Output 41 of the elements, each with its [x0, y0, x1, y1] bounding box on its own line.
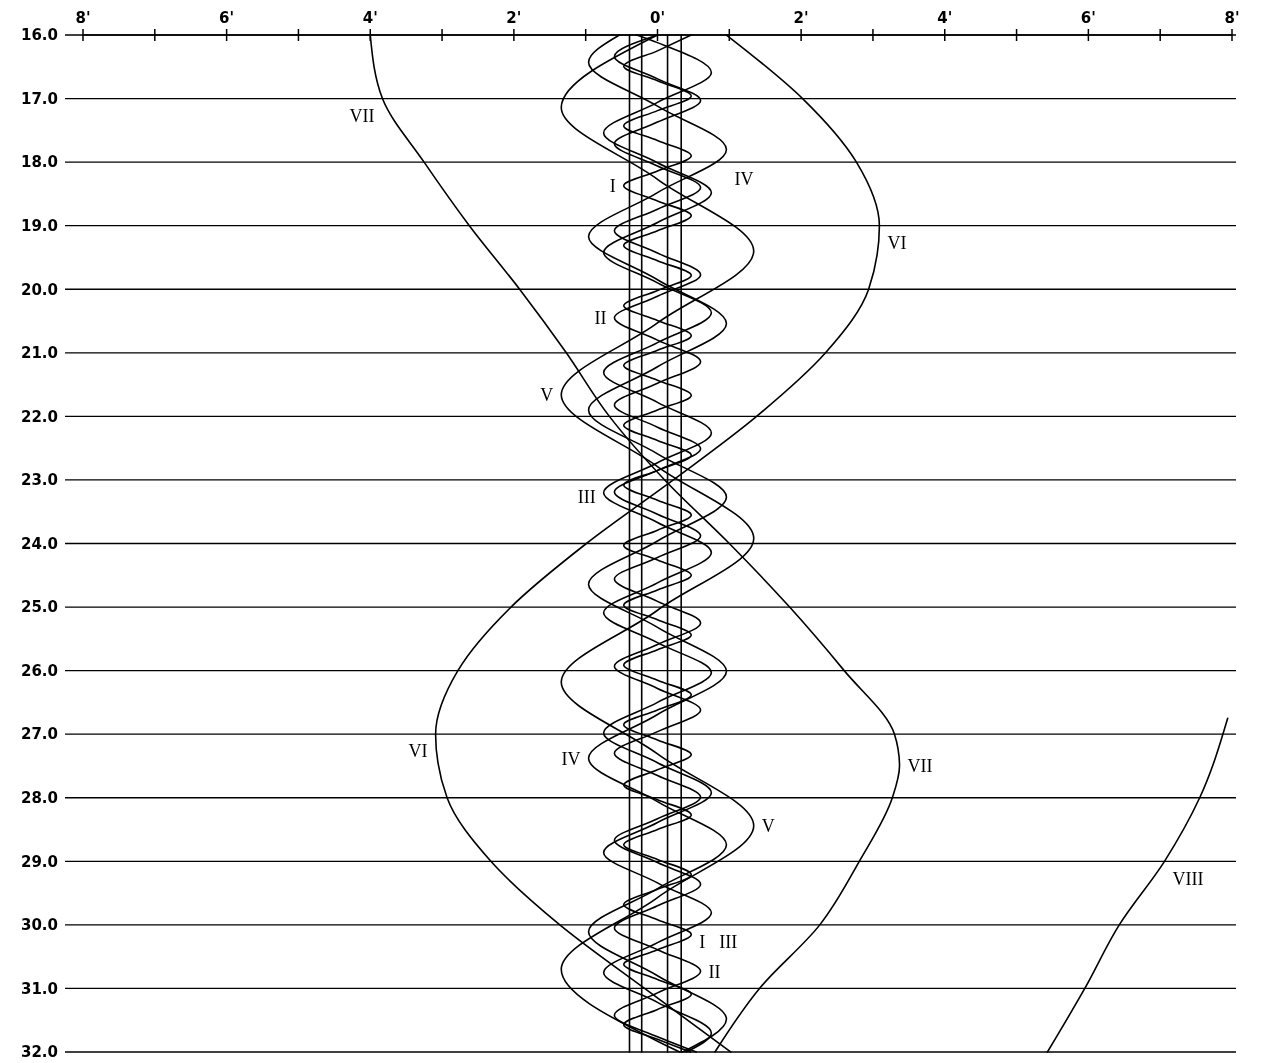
x-tick-label: 6'	[1080, 9, 1096, 27]
annotation: VII	[907, 756, 933, 777]
x-tick-label: 0'	[649, 9, 666, 27]
y-tick-label: 32.0	[20, 1043, 58, 1062]
annotation: IV	[561, 748, 581, 769]
y-tick-label: 16.0	[20, 26, 58, 45]
annotation: I	[699, 932, 706, 953]
y-tick-label: 22.0	[20, 407, 58, 426]
y-tick-label: 24.0	[20, 534, 58, 553]
annotation: VI	[887, 232, 907, 253]
annotation: II	[708, 961, 721, 982]
y-tick-label: 25.0	[20, 598, 58, 617]
annotation: VIII	[1172, 868, 1204, 889]
y-tick-label: 19.0	[20, 216, 58, 235]
y-tick-label: 20.0	[20, 280, 58, 299]
annotation: II	[594, 308, 607, 329]
annotation: VII	[349, 105, 375, 126]
annotation: V	[761, 816, 775, 837]
x-tick-label: 4'	[362, 9, 378, 27]
y-tick-label: 23.0	[20, 471, 58, 490]
y-tick-label: 21.0	[20, 344, 58, 363]
x-tick-label: 2'	[506, 9, 522, 27]
y-tick-label: 30.0	[20, 916, 58, 935]
x-tick-label: 8'	[1224, 9, 1240, 27]
y-tick-label: 18.0	[20, 153, 58, 172]
x-tick-label: 4'	[937, 9, 953, 27]
x-tick-label: 6'	[219, 9, 235, 27]
y-tick-label: 17.0	[20, 89, 58, 108]
annotation: I	[609, 175, 616, 196]
annotation: V	[540, 385, 554, 406]
y-tick-label: 29.0	[20, 852, 58, 871]
annotation: III	[577, 487, 596, 508]
x-tick-label: 8'	[75, 9, 91, 27]
annotation: VI	[408, 741, 428, 762]
y-tick-label: 26.0	[20, 661, 58, 680]
y-tick-label: 31.0	[20, 979, 58, 998]
y-tick-label: 28.0	[20, 789, 58, 807]
annotation: III	[719, 932, 738, 953]
y-tick-label: 27.0	[20, 725, 58, 744]
annotation: IV	[734, 169, 754, 190]
x-tick-label: 2'	[793, 9, 809, 27]
